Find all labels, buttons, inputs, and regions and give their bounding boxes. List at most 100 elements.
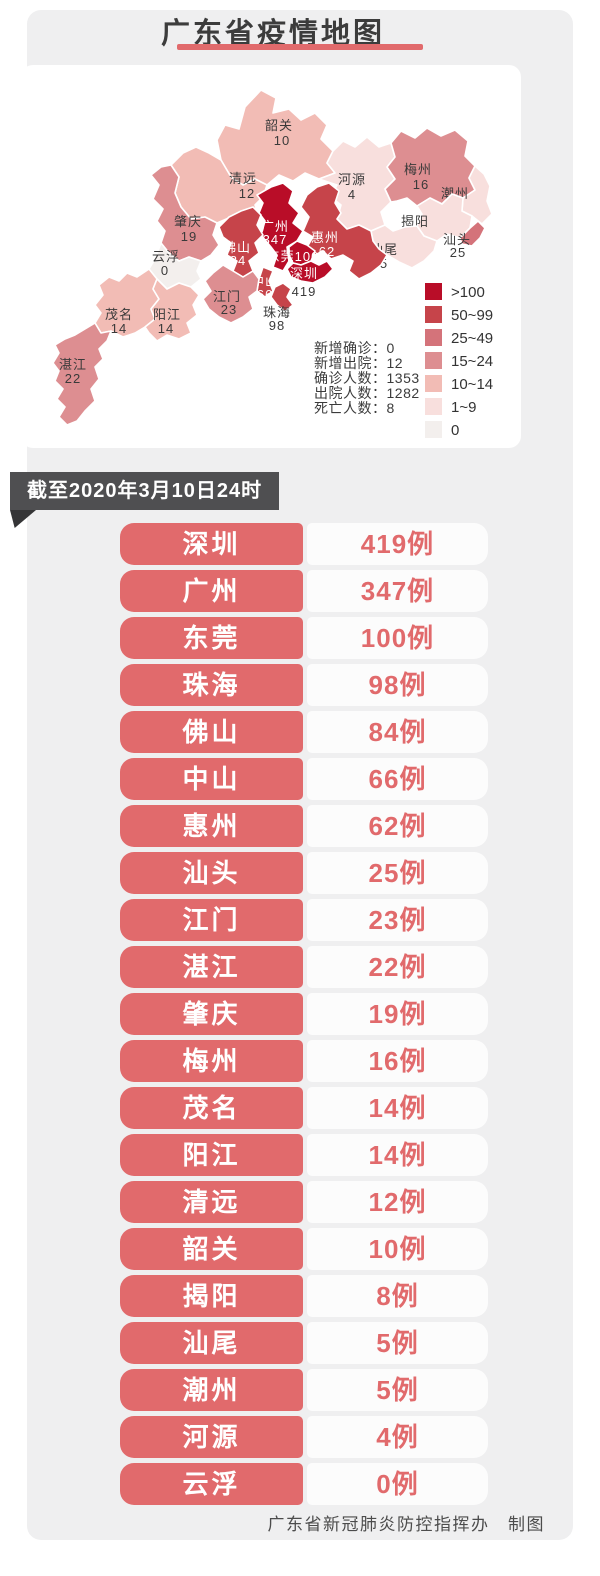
cases-cell: 419例 (307, 523, 488, 565)
region-meizhou: 梅州 16 (384, 127, 476, 207)
region-maoming-label: 茂名 (105, 307, 133, 322)
stat-total-confirmed: 确诊人数：1353 (314, 370, 420, 386)
region-guangzhou-value: 347 (263, 232, 288, 247)
region-guangzhou-label: 广州 (261, 219, 289, 234)
cases-cell: 66例 (307, 758, 488, 800)
stat-new-confirmed: 新增确诊：0 (314, 340, 395, 356)
city-cell: 深圳 (120, 523, 303, 565)
region-zhuhai-shape (270, 282, 294, 312)
city-cell: 韶关 (120, 1228, 303, 1270)
cases-cell: 10例 (307, 1228, 488, 1270)
legend-swatch-10-14 (425, 375, 442, 392)
title-underline (177, 44, 423, 50)
region-shaoguan-label: 韶关 (265, 118, 293, 133)
city-cell: 梅州 (120, 1040, 303, 1082)
region-shenzhen-label: 深圳 (290, 266, 318, 281)
region-shenzhen-value: 419 (292, 284, 317, 299)
city-cell: 中山 (120, 758, 303, 800)
table-row: 惠州 62例 (120, 805, 488, 847)
region-yangjiang-label: 阳江 (153, 307, 181, 322)
region-heyuan-value: 4 (348, 187, 356, 202)
region-huizhou: 惠州 62 (300, 182, 388, 280)
region-heyuan-label: 河源 (338, 172, 366, 187)
table-row: 肇庆 19例 (120, 993, 488, 1035)
region-shenzhen-shape (286, 260, 334, 284)
date-ribbon: 截至2020年3月10日24时 (10, 472, 280, 510)
legend-label-50-99: 50~99 (451, 307, 493, 324)
table-row: 茂名 14例 (120, 1087, 488, 1129)
region-yangjiang-value: 14 (158, 321, 174, 336)
stats-block: 新增确诊：0 新增出院：12 确诊人数：1353 出院人数：1282 死亡人数：… (314, 340, 420, 416)
table-row: 韶关 10例 (120, 1228, 488, 1270)
cases-cell: 100例 (307, 617, 488, 659)
cases-cell: 98例 (307, 664, 488, 706)
city-cell: 揭阳 (120, 1275, 303, 1317)
region-shaoguan: 韶关 10 (216, 89, 336, 186)
cases-cell: 8例 (307, 1275, 488, 1317)
region-zhuhai-label: 珠海 (263, 305, 291, 320)
legend-label-25-49: 25~49 (451, 330, 493, 347)
region-huizhou-label: 惠州 (311, 230, 339, 245)
city-cell: 江门 (120, 899, 303, 941)
region-foshan-shape (218, 206, 264, 278)
table-row: 江门 23例 (120, 899, 488, 941)
cases-cell: 16例 (307, 1040, 488, 1082)
region-dongguan: 东莞100 (267, 240, 318, 266)
region-shaoguan-value: 10 (274, 133, 290, 148)
region-shantou-label: 汕头 (443, 232, 471, 247)
table-row: 汕尾 5例 (120, 1322, 488, 1364)
region-maoming-value: 14 (111, 321, 127, 336)
region-jiangmen-value: 23 (221, 302, 237, 317)
legend-swatch-gt100 (425, 283, 442, 300)
region-shanwei-value: 5 (380, 256, 388, 271)
cases-cell: 4例 (307, 1416, 488, 1458)
region-jiangmen: 江门 23 (202, 264, 260, 324)
region-jiangmen-label: 江门 (213, 289, 241, 304)
cases-cell: 5例 (307, 1369, 488, 1411)
cases-cell: 347例 (307, 570, 488, 612)
legend-label-15-24: 15~24 (451, 353, 493, 370)
legend-swatch-0 (425, 421, 442, 438)
cases-cell: 5例 (307, 1322, 488, 1364)
stat-deaths: 死亡人数：8 (314, 400, 395, 416)
region-huizhou-value: 62 (319, 244, 335, 259)
legend-swatch-15-24 (425, 352, 442, 369)
stat-total-discharged: 出院人数：1282 (314, 385, 420, 401)
table-row: 云浮 0例 (120, 1463, 488, 1505)
cases-cell: 23例 (307, 899, 488, 941)
region-shantou-value: 25 (450, 245, 466, 260)
region-yunfu-value: 0 (161, 263, 169, 278)
legend-label-gt100: >100 (451, 284, 485, 301)
region-zhuhai-value: 98 (269, 318, 285, 333)
cases-cell: 12例 (307, 1181, 488, 1223)
table-row: 中山 66例 (120, 758, 488, 800)
table-row: 珠海 98例 (120, 664, 488, 706)
city-cell: 东莞 (120, 617, 303, 659)
region-zhanjiang-label: 湛江 (59, 357, 87, 372)
guangdong-map: 韶关 10 清远 12 河源 4 梅州 16 潮州 5 揭阳 8 汕头 25 汕… (52, 89, 493, 439)
table-row: 潮州 5例 (120, 1369, 488, 1411)
region-zhanjiang-value: 22 (65, 371, 81, 386)
region-heyuan: 河源 4 (318, 136, 396, 232)
city-cell: 汕头 (120, 852, 303, 894)
region-jiangmen-shape (202, 264, 260, 324)
city-cell: 湛江 (120, 946, 303, 988)
table-row: 深圳 419例 (120, 523, 488, 565)
cases-cell: 84例 (307, 711, 488, 753)
table-row: 清远 12例 (120, 1181, 488, 1223)
region-shantou-shape (459, 220, 486, 247)
table-row: 阳江 14例 (120, 1134, 488, 1176)
city-cell: 汕尾 (120, 1322, 303, 1364)
legend-label-10-14: 10~14 (451, 376, 493, 393)
cases-cell: 25例 (307, 852, 488, 894)
region-zhuhai: 珠海 98 (263, 282, 294, 333)
city-cell: 茂名 (120, 1087, 303, 1129)
table-row: 河源 4例 (120, 1416, 488, 1458)
region-shantou: 汕头 25 (443, 220, 486, 260)
table-row: 梅州 16例 (120, 1040, 488, 1082)
region-shenzhen: 深圳 419 (286, 260, 334, 299)
region-foshan: 佛山 84 (218, 206, 264, 278)
table-row: 汕头 25例 (120, 852, 488, 894)
legend-swatch-50-99 (425, 306, 442, 323)
region-huizhou-shape (300, 182, 388, 280)
